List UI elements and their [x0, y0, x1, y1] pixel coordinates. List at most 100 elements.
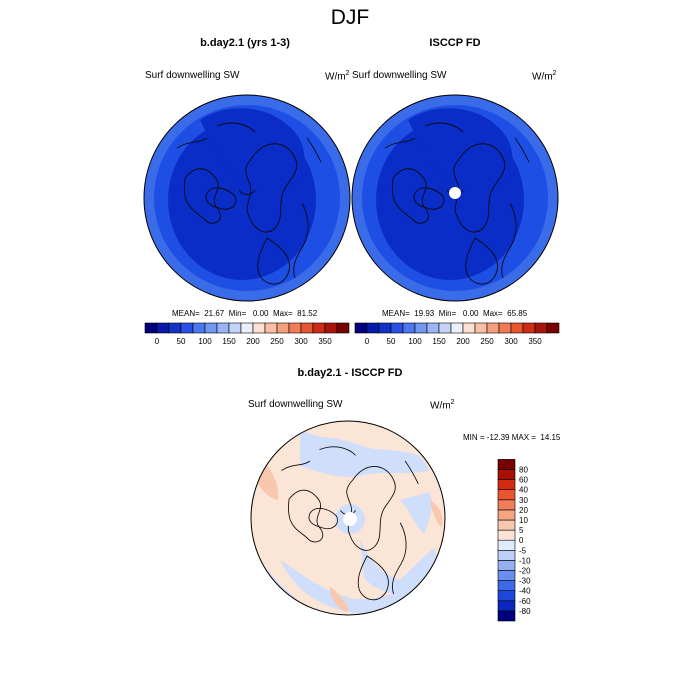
colorbar-model-swatch — [204, 322, 218, 334]
colorbar-diff-swatch — [497, 549, 516, 561]
stats-diff: MIN = -12.39 MAX = 14.15 — [463, 433, 561, 442]
colorbar-model-swatch — [288, 322, 302, 334]
map-diff — [250, 420, 446, 616]
colorbar-diff-tick-label: 20 — [519, 506, 528, 515]
colorbar-model-tick-label: 300 — [294, 337, 308, 346]
colorbar-diff-tick-label: -40 — [519, 587, 531, 596]
colorbar-diff-tick-label: 40 — [519, 486, 528, 495]
units-label-obs: W/m2 — [532, 70, 557, 83]
colorbar-model-tick-label: 200 — [246, 337, 260, 346]
colorbar-model-tick-label: 0 — [155, 337, 160, 346]
colorbar-obs-tick-label: 250 — [480, 337, 494, 346]
colorbar-obs: 0 50 100 150 200 250 300 350 — [354, 322, 560, 346]
colorbar-obs-tick-label: 350 — [528, 337, 542, 346]
colorbar-obs-swatch — [450, 322, 464, 334]
colorbar-obs-swatch — [534, 322, 548, 334]
colorbar-obs-swatch — [438, 322, 452, 334]
map-boundary-diff — [250, 420, 446, 616]
colorbar-obs-swatch — [498, 322, 512, 334]
colorbar-diff-tick-label: -60 — [519, 597, 531, 606]
colorbar-diff-tick-label: -80 — [519, 607, 531, 616]
colorbar-model-swatch — [168, 322, 182, 334]
colorbar-model-swatch — [240, 322, 254, 334]
map-boundary-obs — [351, 94, 559, 302]
colorbar-diff-swatch — [497, 570, 516, 581]
colorbar-diff-tick-label: -30 — [519, 577, 531, 586]
colorbar-obs-swatch — [402, 322, 416, 334]
colorbar-diff-tick-label: -20 — [519, 567, 531, 576]
colorbar-obs-tick-label: 100 — [408, 337, 422, 346]
colorbar-obs-swatch — [462, 322, 476, 334]
colorbar-model-tick-label: 100 — [198, 337, 212, 346]
colorbar-obs-swatch — [474, 322, 488, 334]
figure-title: DJF — [330, 6, 370, 29]
colorbar-model-swatch — [264, 322, 278, 334]
colorbar-obs-swatch — [390, 322, 404, 334]
colorbar-diff-tick-label: 80 — [519, 466, 528, 475]
colorbar-diff-swatch — [497, 519, 516, 531]
units-label-model: W/m2 — [325, 70, 350, 83]
colorbar-diff-swatch — [497, 539, 516, 551]
colorbar-obs-swatch — [366, 322, 380, 334]
stats-model: MEAN= 21.67 Min= 0.00 Max= 81.52 — [172, 309, 318, 318]
variable-label-diff: Surf downwelling SW — [248, 399, 343, 410]
colorbar-model-swatch — [228, 322, 242, 334]
colorbar-obs-tick-label: 0 — [365, 337, 370, 346]
colorbar-model-tick-label: 250 — [270, 337, 284, 346]
map-obs — [351, 94, 559, 302]
colorbar-model-swatch — [144, 322, 158, 334]
colorbar-diff-swatch — [497, 499, 516, 511]
colorbar-diff-tick-label: -10 — [519, 556, 531, 565]
colorbar-diff-swatch — [497, 509, 516, 521]
colorbar-diff-swatch — [497, 590, 516, 602]
colorbar-obs-swatch — [546, 322, 560, 334]
colorbar-diff-tick-label: 10 — [519, 516, 528, 525]
colorbar-obs-swatch — [378, 322, 392, 334]
colorbar-obs-tick-label: 50 — [387, 337, 396, 346]
colorbar-obs-swatch — [486, 322, 500, 334]
colorbar-model-tick-label: 150 — [222, 337, 236, 346]
colorbar-model-swatch — [300, 322, 314, 334]
panel-title-diff: b.day2.1 - ISCCP FD — [297, 367, 403, 379]
colorbar-obs-tick-label: 300 — [504, 337, 518, 346]
missing-data-pole-obs — [449, 187, 461, 199]
colorbar-model: 0 50 100 150 200 250 300 350 — [144, 322, 350, 346]
colorbar-model-tick-label: 350 — [318, 337, 332, 346]
colorbar-model-swatch — [192, 322, 206, 334]
colorbar-model-tick-label: 50 — [177, 337, 186, 346]
colorbar-obs-tick-label: 150 — [432, 337, 446, 346]
colorbar-model-swatch — [156, 322, 170, 334]
colorbar-obs-swatch — [354, 322, 368, 334]
colorbar-obs-swatch — [426, 322, 440, 334]
colorbar-diff-tick-label: 0 — [519, 536, 524, 545]
variable-label-obs: Surf downwelling SW — [352, 70, 447, 81]
colorbar-model-swatch — [276, 322, 290, 334]
colorbar-model-swatch — [216, 322, 230, 334]
panel-title-model: b.day2.1 (yrs 1-3) — [200, 37, 290, 49]
colorbar-model-swatch — [180, 322, 194, 334]
colorbar-obs-tick-label: 200 — [456, 337, 470, 346]
colorbar-diff-swatch — [497, 560, 516, 571]
colorbar-diff-swatch — [497, 479, 516, 491]
colorbar-diff-swatch — [497, 610, 516, 622]
colorbar-obs-swatch — [522, 322, 536, 334]
missing-data-pole-diff — [343, 512, 357, 526]
colorbar-model-swatch — [252, 322, 266, 334]
panel-title-obs: ISCCP FD — [429, 37, 481, 49]
colorbar-diff-swatch — [497, 529, 516, 541]
colorbar-model-swatch — [324, 322, 338, 334]
units-label-diff: W/m2 — [430, 399, 455, 412]
colorbar-diff-tick-label: 5 — [519, 526, 524, 535]
stats-obs: MEAN= 19.93 Min= 0.00 Max= 65.85 — [382, 309, 528, 318]
colorbar-diff-tick-label: -5 — [519, 546, 527, 555]
colorbar-diff-swatch — [497, 600, 516, 612]
colorbar-diff-tick-label: 60 — [519, 476, 528, 485]
colorbar-diff-tick-label: 30 — [519, 496, 528, 505]
colorbar-diff-swatch — [497, 459, 516, 470]
colorbar-diff-swatch — [497, 489, 516, 501]
map-boundary-model — [143, 94, 351, 302]
colorbar-obs-swatch — [414, 322, 428, 334]
colorbar-diff-swatch — [497, 469, 516, 480]
